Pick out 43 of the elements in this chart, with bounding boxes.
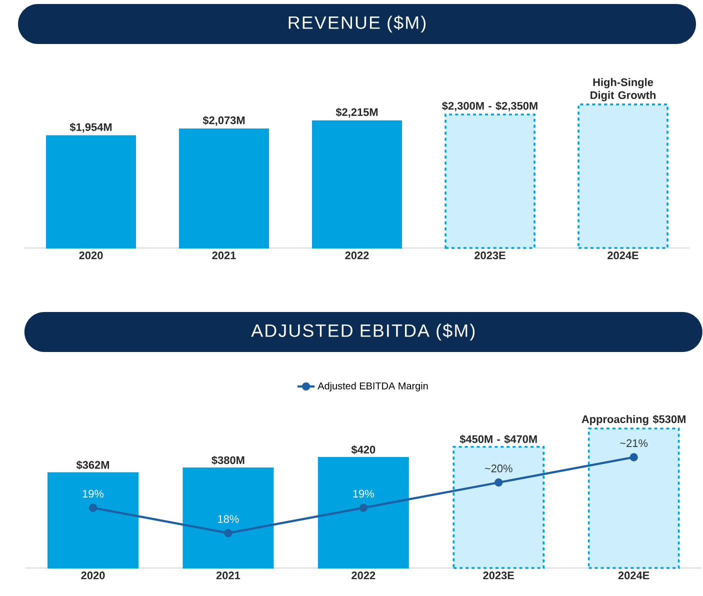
x-tick-label: 2024E xyxy=(618,572,650,580)
data-label: ~21% xyxy=(620,439,648,448)
data-label: 18% xyxy=(218,515,239,523)
bar xyxy=(179,128,269,248)
x-tick-label: 2020 xyxy=(81,572,105,580)
point xyxy=(88,504,98,512)
data-label: 19% xyxy=(353,490,374,498)
annotation: $450M - $470M xyxy=(460,434,537,444)
data-label: $2,215M xyxy=(336,108,378,118)
bar xyxy=(182,467,274,568)
x-tick-label: 2022 xyxy=(352,572,376,580)
bar xyxy=(588,428,680,569)
legend-label: Adjusted EBITDA Margin xyxy=(318,382,428,392)
x-tick-label: 2024E xyxy=(608,252,638,260)
data-label: $420 xyxy=(351,445,376,454)
data-label: $362M xyxy=(76,460,110,470)
data-label: $380M xyxy=(212,456,244,465)
chart-title: REVENUE ($M) xyxy=(288,16,426,33)
bar xyxy=(312,120,402,248)
point xyxy=(224,528,232,538)
point xyxy=(359,504,368,512)
data-label: $2,073M xyxy=(202,116,245,126)
data-label: $1,954M xyxy=(70,122,112,133)
annotation: High-Single Digit Growth xyxy=(590,78,656,102)
data-label: Approaching $530M xyxy=(582,414,686,426)
data-label: ~20% xyxy=(484,464,512,472)
x-tick-label: 2022 xyxy=(345,252,369,260)
annotation: $2,300M - $2,350M xyxy=(442,101,538,112)
bar xyxy=(578,104,668,249)
x-tick-label: 2023E xyxy=(474,252,506,260)
bar xyxy=(444,114,536,249)
x-tick-label: 2020 xyxy=(79,252,103,260)
chart-title: ADJUSTED EBITDA ($M) xyxy=(251,324,475,341)
x-tick-label: 2021 xyxy=(212,252,236,260)
bar xyxy=(46,135,136,248)
point xyxy=(494,478,503,487)
bar xyxy=(48,472,138,568)
x-tick-label: 2021 xyxy=(216,572,240,580)
bar xyxy=(452,446,544,569)
bar xyxy=(318,456,409,568)
x-tick-label: 2023E xyxy=(483,572,514,580)
point xyxy=(630,453,638,462)
data-label: 19% xyxy=(82,490,104,498)
